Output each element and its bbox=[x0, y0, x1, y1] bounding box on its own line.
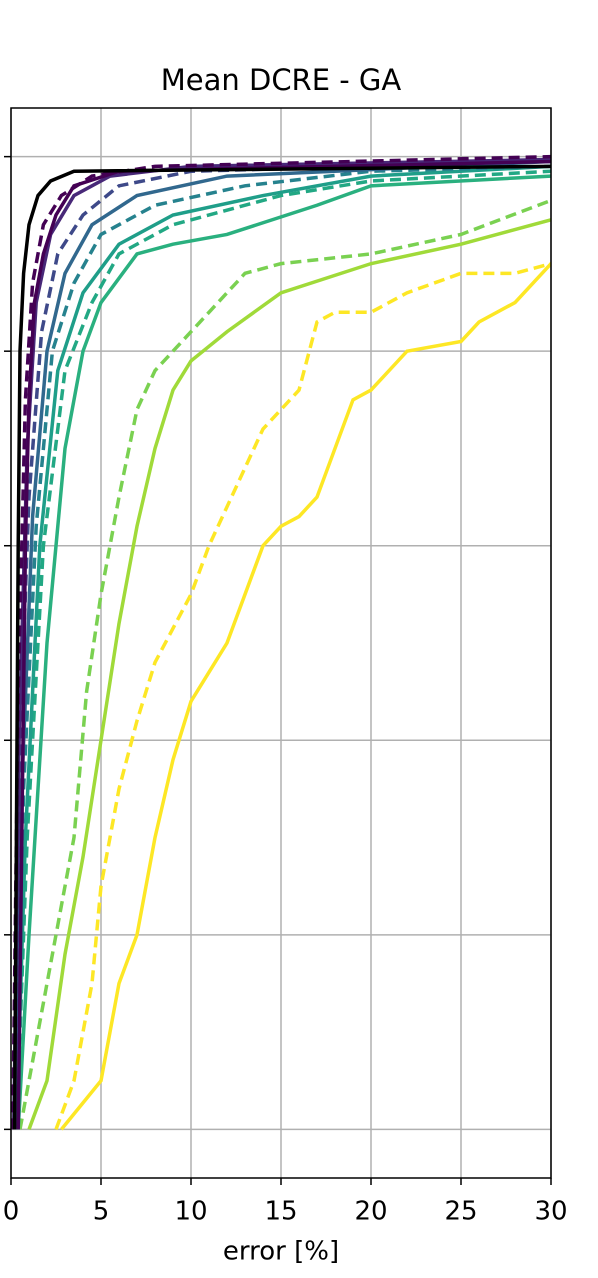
line bbox=[14, 169, 551, 1130]
line bbox=[12, 164, 551, 1130]
plot-frame bbox=[10, 107, 552, 1179]
line bbox=[11, 157, 551, 1130]
line bbox=[12, 159, 551, 1130]
line bbox=[27, 218, 551, 1130]
line bbox=[16, 159, 551, 1130]
x-tick-label: 25 bbox=[444, 1197, 477, 1227]
x-tick-label: 0 bbox=[3, 1197, 20, 1227]
x-tick-label: 5 bbox=[93, 1197, 110, 1227]
line bbox=[60, 262, 551, 1131]
x-axis-label: error [%] bbox=[223, 1237, 339, 1267]
line bbox=[18, 198, 551, 1130]
x-tick-label: 10 bbox=[174, 1197, 207, 1227]
chart-title: Mean DCRE - GA bbox=[161, 63, 402, 97]
line bbox=[12, 159, 551, 1130]
x-tick-label: 20 bbox=[354, 1197, 387, 1227]
line bbox=[54, 261, 551, 1130]
line bbox=[16, 174, 551, 1130]
x-tick-label: 15 bbox=[264, 1197, 297, 1227]
line bbox=[13, 164, 551, 1130]
x-tick-label: 30 bbox=[534, 1197, 567, 1227]
line bbox=[14, 164, 551, 1130]
line bbox=[11, 154, 551, 1130]
